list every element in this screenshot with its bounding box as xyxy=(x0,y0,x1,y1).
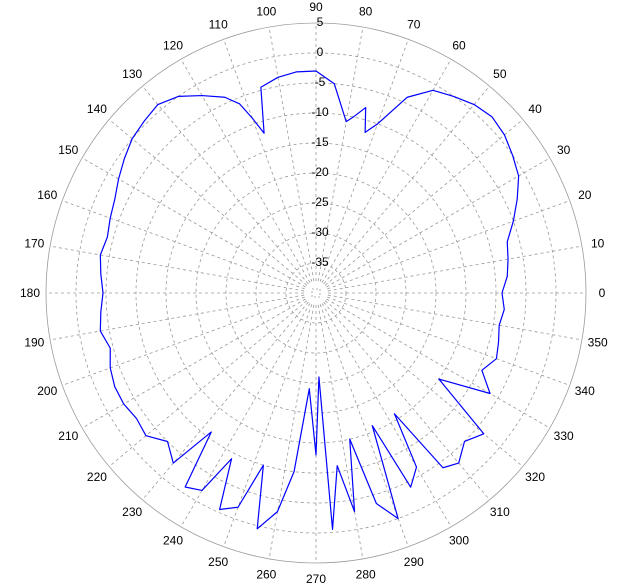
angular-tick-label: 310 xyxy=(490,505,510,519)
radial-tick-label: -10 xyxy=(311,105,329,119)
radial-tick-label: -25 xyxy=(311,195,329,209)
angular-tick-label: 180 xyxy=(20,286,40,300)
angular-tick-label: 270 xyxy=(306,572,326,586)
angular-gridline xyxy=(327,245,582,292)
angular-gridlines xyxy=(46,23,586,563)
angular-tick-label: 40 xyxy=(528,102,542,116)
angular-tick-label: 120 xyxy=(163,38,183,52)
angular-tick-label: 340 xyxy=(575,384,595,398)
angular-tick-label: 90 xyxy=(309,0,323,14)
angular-tick-label: 20 xyxy=(578,188,592,202)
angular-gridline xyxy=(319,304,409,547)
angular-tick-label: 320 xyxy=(525,470,545,484)
angular-gridline xyxy=(317,27,364,282)
angular-gridline xyxy=(81,157,306,288)
angular-tick-label: 30 xyxy=(557,143,571,157)
angular-tick-label: 290 xyxy=(404,555,424,569)
angular-tick-label: 0 xyxy=(599,286,606,300)
angular-tick-label: 200 xyxy=(37,384,57,398)
angular-gridline xyxy=(50,294,305,341)
angular-tick-label: 260 xyxy=(256,568,276,582)
angular-tick-label: 50 xyxy=(493,67,507,81)
angular-tick-label: 330 xyxy=(554,429,574,443)
angular-gridline xyxy=(108,119,308,286)
radial-tick-label: -15 xyxy=(311,135,329,149)
angular-gridline xyxy=(317,304,364,559)
angular-tick-label: 250 xyxy=(208,555,228,569)
angular-gridline xyxy=(142,85,309,285)
angular-tick-label: 80 xyxy=(359,4,373,18)
angular-gridline xyxy=(180,303,311,528)
angular-gridline xyxy=(327,294,582,341)
radial-gridline xyxy=(45,22,587,564)
radial-tick-labels: 5 0 -5 -10 -15 -20 -25 -30 -35 xyxy=(311,15,329,269)
angular-gridline xyxy=(323,85,490,285)
radial-tick-label: -20 xyxy=(311,165,329,179)
series-layer xyxy=(99,70,520,531)
angular-gridline xyxy=(326,298,551,429)
angular-gridline xyxy=(223,39,313,282)
angular-tick-label: 150 xyxy=(58,143,78,157)
angular-gridline xyxy=(327,200,570,290)
radial-tick-label: 5 xyxy=(317,15,324,29)
angular-gridline xyxy=(323,301,490,501)
angular-gridline xyxy=(81,298,306,429)
angular-gridline xyxy=(324,300,524,467)
angular-gridline xyxy=(223,304,313,547)
series-line xyxy=(99,70,520,531)
radial-tick-label: -5 xyxy=(315,75,326,89)
angular-gridline xyxy=(321,58,452,283)
angular-tick-label: 10 xyxy=(591,236,605,250)
origin-marker xyxy=(311,288,321,298)
angular-tick-label: 190 xyxy=(24,336,44,350)
angular-gridline xyxy=(108,300,308,467)
angular-tick-label: 70 xyxy=(407,17,421,31)
angular-gridline xyxy=(268,27,315,282)
angular-gridline xyxy=(62,296,305,386)
angular-tick-label: 230 xyxy=(122,505,142,519)
radial-tick-label: -30 xyxy=(311,225,329,239)
angular-tick-label: 110 xyxy=(209,17,228,31)
angular-tick-labels: 0102030405060708090100110120130140150160… xyxy=(20,0,608,586)
angular-tick-label: 240 xyxy=(163,534,183,548)
angular-tick-label: 220 xyxy=(87,470,107,484)
radial-tick-label: -35 xyxy=(311,255,329,269)
angular-gridline xyxy=(180,58,311,283)
angular-tick-label: 210 xyxy=(58,429,78,443)
angular-tick-label: 140 xyxy=(87,102,107,116)
angular-gridline xyxy=(62,200,305,290)
angular-gridline xyxy=(142,301,309,501)
angular-tick-label: 100 xyxy=(256,4,276,18)
angular-tick-label: 160 xyxy=(37,188,57,202)
angular-tick-label: 280 xyxy=(356,568,376,582)
angular-gridline xyxy=(324,119,524,286)
angular-tick-label: 130 xyxy=(122,67,142,81)
angular-gridline xyxy=(326,157,551,288)
radial-tick-label: 0 xyxy=(317,45,324,59)
angular-tick-label: 350 xyxy=(588,336,608,350)
angular-tick-label: 170 xyxy=(24,236,44,250)
angular-gridline xyxy=(319,39,409,282)
angular-gridline xyxy=(50,245,305,292)
angular-gridline xyxy=(327,296,570,386)
angular-gridline xyxy=(268,304,315,559)
angular-tick-label: 60 xyxy=(452,38,466,52)
angular-tick-label: 300 xyxy=(449,534,469,548)
angular-gridline xyxy=(321,303,452,528)
